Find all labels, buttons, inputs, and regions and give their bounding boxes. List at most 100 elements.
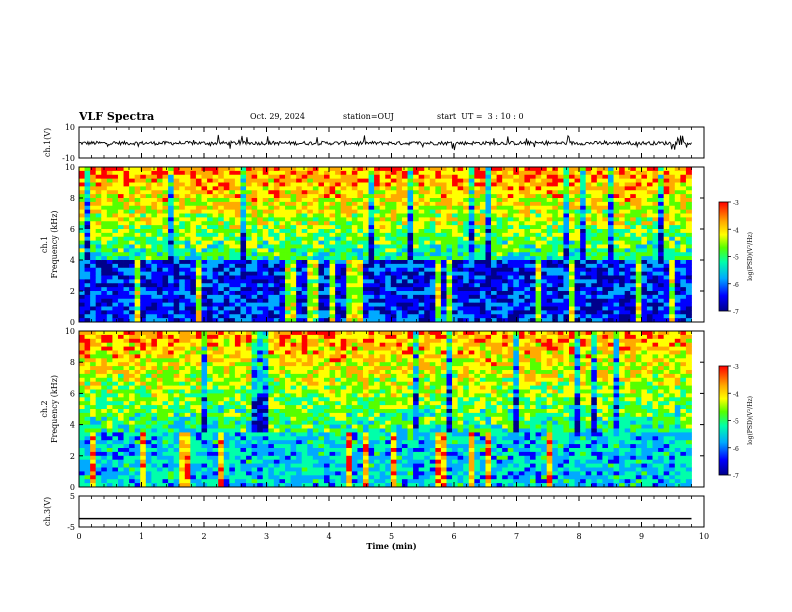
ch1-spectrogram-cell	[613, 205, 620, 211]
ch1-spectrogram-cell	[329, 244, 336, 249]
ch1-spectrogram-cell	[218, 260, 225, 265]
ch1-spectrogram-cell	[223, 221, 230, 226]
ch1-spectrogram-cell	[685, 252, 692, 257]
ch1-spectrogram-cell	[273, 240, 280, 245]
ch1-spectrogram-cell	[346, 232, 353, 238]
ch1-spectrogram-cell	[513, 291, 520, 296]
ch1-spectrogram-cell	[401, 225, 408, 230]
ch1-spectrogram-cell	[418, 279, 425, 284]
ch1-spectrogram-cell	[496, 229, 503, 234]
ch1-spectrogram-cell	[368, 170, 375, 176]
ch1-spectrogram-cell	[290, 217, 297, 222]
ch1-spectrogram-cell	[351, 298, 358, 304]
ch1-spectrogram-cell	[541, 205, 548, 211]
ch1-spectrogram-cell	[285, 201, 291, 207]
ch1-spectrogram-cell	[273, 217, 280, 222]
ch1-spectrogram-cell	[585, 248, 592, 253]
ch1-spectrogram-cell	[257, 232, 264, 238]
ch1-spectrogram-cell	[301, 205, 308, 211]
ch1-spectrogram-cell	[223, 302, 230, 307]
ch1-spectrogram-cell	[335, 232, 342, 238]
ch1-spectrogram-cell	[207, 306, 214, 311]
ch1-spectrogram-cell	[229, 225, 236, 230]
ch1-spectrogram-cell	[607, 267, 614, 273]
ch1-spectrogram-cell	[173, 182, 180, 187]
ch2-spectrogram-cell	[90, 448, 97, 453]
ch1-spectrogram-cell	[452, 279, 459, 284]
ch1-spectrogram-cell	[407, 213, 414, 218]
ch1-spectrogram-cell	[335, 310, 342, 315]
ch1-spectrogram-cell	[340, 167, 347, 172]
ch1-spectrogram-cell	[351, 252, 358, 257]
ch1-spectrogram-cell	[524, 294, 531, 300]
ch1-spectrogram-cell	[641, 271, 648, 276]
ch1-spectrogram-cell	[195, 221, 202, 226]
ch1-spectrogram-cell	[524, 260, 531, 265]
ch1-spectrogram-cell	[646, 244, 653, 249]
ch1-spectrogram-cell	[585, 294, 592, 300]
ch1-spectrogram-cell	[457, 221, 464, 226]
ch1-spectrogram-cell	[507, 298, 514, 304]
ch1-spectrogram-cell	[602, 201, 609, 207]
ch1-spectrogram-cell	[279, 260, 286, 265]
ch1-spectrogram-cell	[641, 229, 648, 234]
ch1-spectrogram-cell	[596, 302, 603, 307]
ch1-spectrogram-cell	[563, 256, 570, 261]
ch1-spectrogram-cell	[485, 271, 492, 276]
ch1-spectrogram-cell	[318, 267, 325, 273]
ch1-spectrogram-cell	[474, 240, 481, 245]
ch1-spectrogram-cell	[318, 314, 325, 319]
ch1-spectrogram-cell	[674, 248, 681, 253]
ch1-spectrogram-cell	[552, 298, 559, 304]
ch1-spectrogram-cell	[552, 252, 559, 257]
ch1-spectrogram-cell	[246, 194, 253, 199]
ch1-spectrogram-cell	[290, 298, 297, 304]
ch1-spectrogram-cell	[641, 201, 648, 207]
ch1-spectrogram-cell	[379, 167, 386, 172]
ch1-spectrogram-cell	[641, 267, 648, 273]
ch1-spectrogram-cell	[218, 279, 225, 284]
ch1-spectrogram-cell	[246, 190, 253, 195]
ch1-spectrogram-cell	[580, 167, 587, 172]
ch1-spectrogram-cell	[129, 186, 136, 191]
ch1-spectrogram-cell	[374, 236, 381, 242]
ch1-spectrogram-cell	[446, 263, 453, 269]
ch1-spectrogram-cell	[524, 174, 531, 180]
ch1-spectrogram-cell	[663, 232, 670, 238]
ch2-spectrogram-cell	[79, 436, 85, 441]
ch1-spectrogram-cell	[207, 252, 214, 257]
ch1-spectrogram-cell	[663, 213, 670, 218]
ch1-spectrogram-cell	[195, 209, 202, 214]
ch1-spectrogram-cell	[435, 260, 442, 265]
ch1-spectrogram-cell	[669, 252, 676, 257]
ch1-spectrogram-cell	[351, 170, 358, 176]
ch1-spectrogram-cell	[218, 205, 225, 211]
ch1-spectrogram-cell	[624, 167, 631, 172]
ch1-spectrogram-cell	[340, 236, 347, 242]
ch1-spectrogram-cell	[585, 267, 592, 273]
ch1-spectrogram-cell	[491, 260, 498, 265]
ch1-spectrogram-cell	[368, 283, 375, 288]
ch1-spectrogram-cell	[502, 298, 509, 304]
ch2-spectrogram-cell	[101, 428, 108, 433]
ch1-spectrogram-cell	[190, 314, 197, 319]
ch1-spectrogram-cell	[95, 267, 102, 273]
ch1-spectrogram-cell	[212, 306, 219, 311]
ch1-spectrogram-cell	[585, 306, 592, 311]
ch1-spectrogram-cell	[101, 194, 108, 199]
ch1-spectrogram-cell	[530, 213, 536, 218]
ch1-spectrogram-cell	[496, 213, 503, 218]
ch1-spectrogram-cell	[290, 318, 297, 323]
ch1-spectrogram-cell	[234, 310, 241, 315]
ch1-spectrogram-cell	[652, 314, 659, 319]
ch1-spectrogram-cell	[179, 291, 186, 296]
ch1-spectrogram-cell	[84, 182, 91, 187]
ch2-spectrogram-cell	[106, 455, 113, 461]
ch1-spectrogram-cell	[429, 256, 436, 261]
ch1-spectrogram-cell	[502, 225, 509, 230]
ch2-spectrogram-cell	[112, 342, 119, 347]
ch2-spectrogram-cell	[106, 389, 113, 394]
ch1-spectrogram-cell	[574, 186, 581, 191]
ch1-spectrogram-cell	[552, 186, 559, 191]
